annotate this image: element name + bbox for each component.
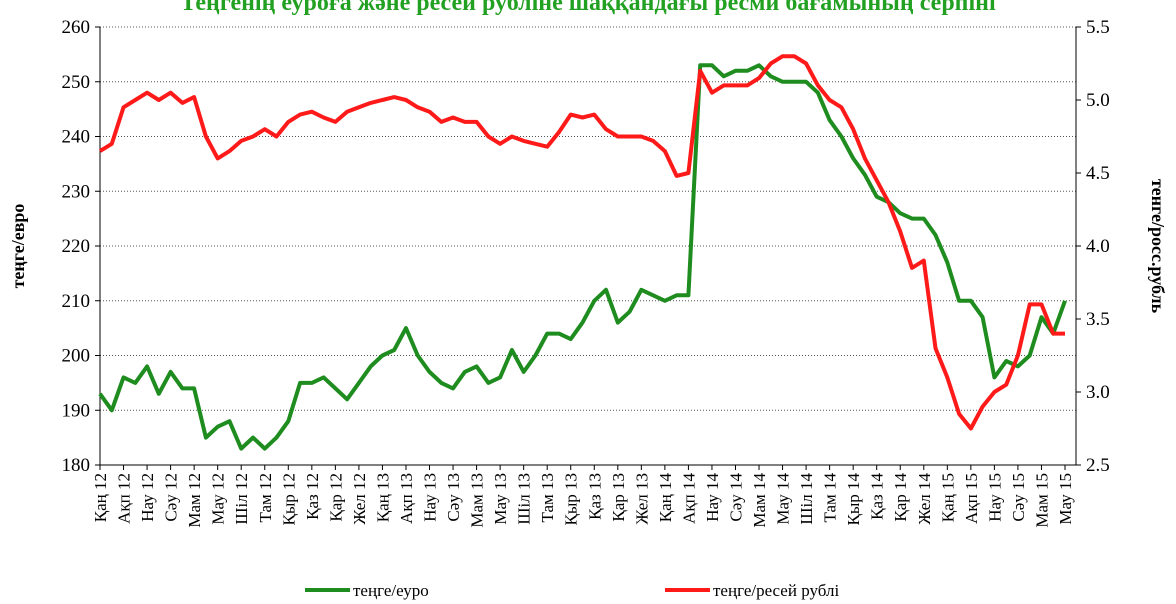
- x-tick-label: Нау 13: [421, 473, 440, 522]
- x-tick-label: Мау 15: [1056, 473, 1075, 525]
- x-tick-label: Қаң 13: [373, 473, 392, 522]
- x-tick-label: Там 13: [538, 473, 557, 523]
- x-tick-label: Қыр 13: [562, 473, 581, 526]
- y2-tick-label: 3.0: [1086, 382, 1110, 403]
- x-tick-label: Сәу 12: [162, 473, 181, 522]
- x-tick-label: Қар 13: [609, 473, 628, 522]
- x-tick-label: Қыр 14: [844, 473, 863, 526]
- y-tick-label: 220: [62, 236, 91, 257]
- y2-tick-label: 4.0: [1086, 236, 1110, 257]
- legend-label: теңге/еуро: [353, 581, 429, 600]
- x-tick-label: Мам 14: [750, 473, 769, 528]
- x-tick-label: Мам 13: [468, 473, 487, 528]
- x-tick-label: Нау 14: [703, 473, 722, 522]
- y-tick-label: 230: [62, 181, 91, 202]
- y2-tick-label: 4.5: [1086, 163, 1110, 184]
- y-tick-label: 250: [62, 72, 91, 93]
- y-tick-label: 210: [62, 291, 91, 312]
- x-tick-label: Там 14: [821, 473, 840, 523]
- y-tick-label: 190: [62, 400, 91, 421]
- x-tick-label: Қаз 14: [868, 473, 887, 520]
- x-tick-label: Қаң 14: [656, 473, 675, 523]
- x-tick-label: Қыр 12: [279, 473, 298, 526]
- x-tick-label: Қаң 12: [91, 473, 110, 522]
- line-series: [98, 63, 1067, 451]
- x-tick-label: Қаз 12: [303, 473, 322, 520]
- y-tick-label: 200: [62, 346, 91, 367]
- x-tick-label: Жел 13: [632, 473, 651, 525]
- x-tick-label: Мам 12: [185, 473, 204, 528]
- chart-title: Теңгенің еуроға және ресей рубліне шаққа…: [180, 0, 996, 16]
- x-tick-label: Ақп 15: [962, 473, 981, 524]
- x-tick-label: Шіл 13: [515, 473, 534, 525]
- x-tick-label: Қар 14: [891, 473, 910, 522]
- x-tick-label: Қаз 13: [585, 473, 604, 520]
- y2-tick-label: 2.5: [1086, 455, 1110, 476]
- x-tick-label: Мам 15: [1032, 473, 1051, 528]
- x-tick-label: Сәу 15: [1009, 473, 1028, 522]
- y2-tick-label: 5.5: [1086, 17, 1110, 38]
- x-tick-label: Қаң 15: [938, 473, 957, 522]
- y2-tick-label: 3.5: [1086, 309, 1110, 330]
- x-tick-label: Ақп 13: [397, 473, 416, 524]
- x-tick-label: Мау 13: [491, 473, 510, 525]
- y2-axis-title: тенге/росс.рубль: [1148, 179, 1168, 314]
- x-tick-label: Мау 14: [774, 473, 793, 525]
- y-axis-title: теңге/евро: [8, 204, 28, 289]
- x-tick-label: Мау 12: [209, 473, 228, 525]
- y2-tick-label: 5.0: [1086, 90, 1110, 111]
- y-tick-label: 180: [62, 455, 91, 476]
- y-tick-label: 260: [62, 17, 91, 38]
- x-tick-label: Шіл 14: [797, 473, 816, 525]
- x-tick-label: Сәу 13: [444, 473, 463, 522]
- legend-label: теңге/ресей рублі: [713, 581, 839, 600]
- x-tick-label: Қар 12: [326, 473, 345, 522]
- x-tick-label: Нау 15: [985, 473, 1004, 522]
- x-tick-label: Жел 14: [915, 473, 934, 525]
- x-tick-label: Шіл 12: [232, 473, 251, 525]
- x-tick-label: Нау 12: [138, 473, 157, 522]
- x-tick-label: Жел 12: [350, 473, 369, 525]
- line-series: [98, 54, 1065, 431]
- x-tick-label: Ақп 14: [679, 473, 698, 524]
- x-tick-label: Сәу 14: [726, 473, 745, 522]
- x-tick-label: Там 12: [256, 473, 275, 523]
- x-tick-label: Ақп 12: [115, 473, 134, 524]
- y-tick-label: 240: [62, 127, 91, 148]
